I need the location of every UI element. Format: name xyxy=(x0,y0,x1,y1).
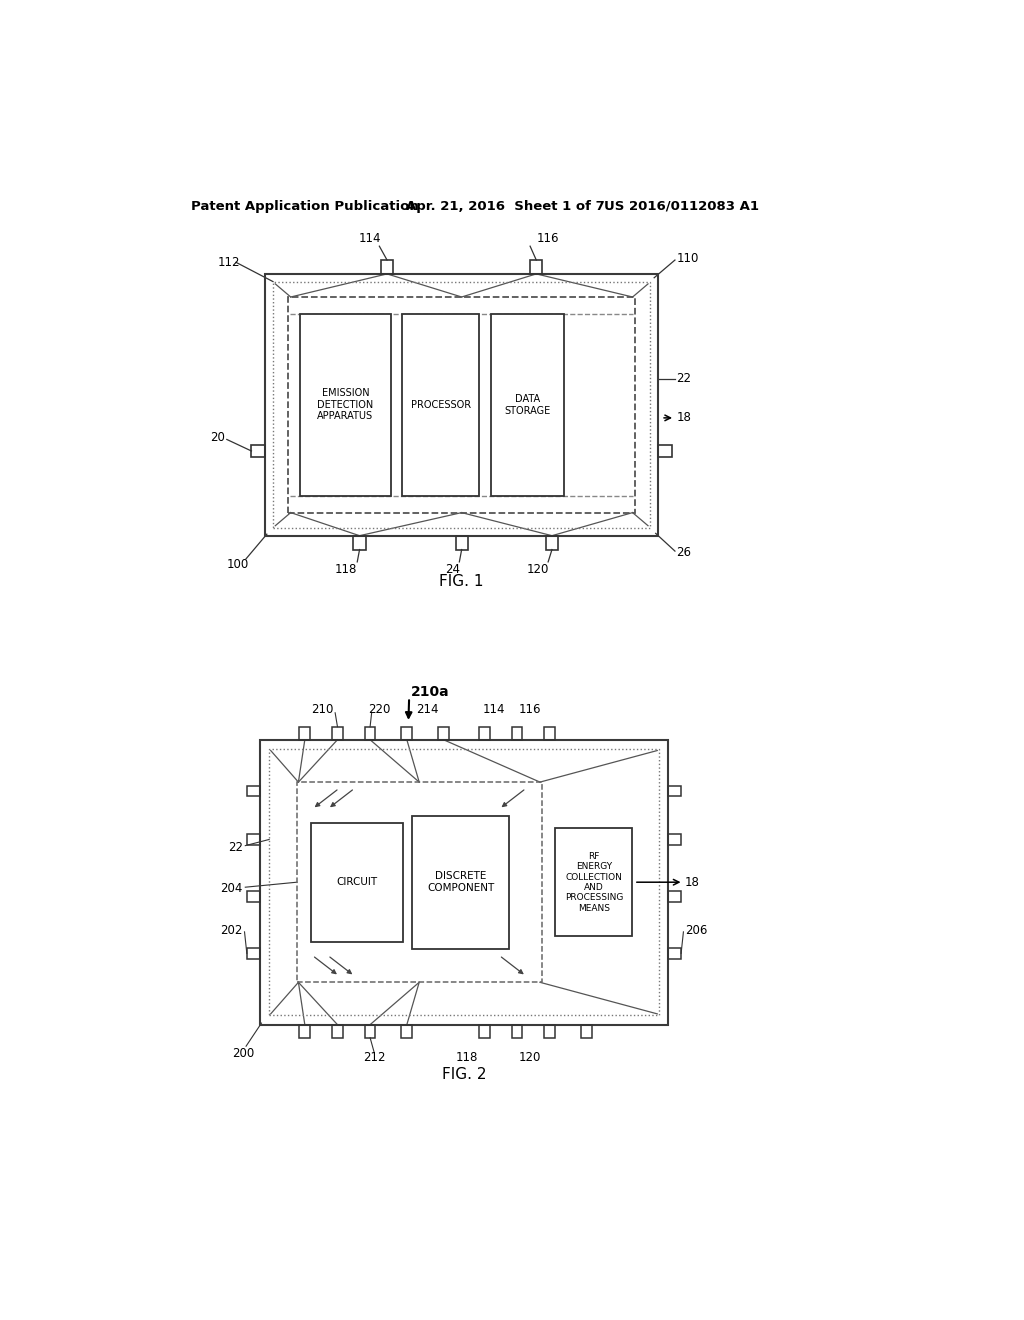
Text: 202: 202 xyxy=(220,924,243,937)
Bar xyxy=(401,726,413,739)
Text: 200: 200 xyxy=(231,1047,254,1060)
Bar xyxy=(365,726,376,739)
Bar xyxy=(247,834,260,845)
Text: 110: 110 xyxy=(677,252,698,265)
Text: 220: 220 xyxy=(369,704,391,717)
Bar xyxy=(289,297,635,512)
Bar xyxy=(273,281,650,528)
Text: 112: 112 xyxy=(217,256,240,269)
Text: RF
ENERGY
COLLECTION
AND
PROCESSING
MEANS: RF ENERGY COLLECTION AND PROCESSING MEAN… xyxy=(564,851,623,912)
Bar xyxy=(299,1024,310,1038)
Text: Patent Application Publication: Patent Application Publication xyxy=(190,199,419,213)
Bar xyxy=(413,816,509,949)
Text: EMISSION
DETECTION
APPARATUS: EMISSION DETECTION APPARATUS xyxy=(317,388,374,421)
Bar xyxy=(269,748,658,1015)
Bar xyxy=(297,781,542,982)
Bar xyxy=(658,445,672,457)
Text: US 2016/0112083 A1: US 2016/0112083 A1 xyxy=(604,199,759,213)
Bar xyxy=(381,260,393,275)
Bar xyxy=(260,739,668,1024)
Text: 206: 206 xyxy=(685,924,708,937)
Text: 22: 22 xyxy=(677,372,691,385)
Text: 118: 118 xyxy=(456,1051,478,1064)
Bar xyxy=(490,314,564,496)
Text: FIG. 2: FIG. 2 xyxy=(441,1067,486,1082)
Text: Apr. 21, 2016  Sheet 1 of 7: Apr. 21, 2016 Sheet 1 of 7 xyxy=(407,199,605,213)
Text: 212: 212 xyxy=(362,1051,385,1064)
Bar xyxy=(512,726,522,739)
Bar xyxy=(668,834,681,845)
Bar xyxy=(401,1024,413,1038)
Text: 214: 214 xyxy=(417,704,439,717)
Text: 18: 18 xyxy=(685,875,699,888)
Bar xyxy=(512,1024,522,1038)
Bar xyxy=(300,314,391,496)
Bar xyxy=(456,536,468,549)
Text: 210a: 210a xyxy=(411,685,450,700)
Bar xyxy=(545,726,555,739)
Text: 100: 100 xyxy=(226,558,249,572)
Bar xyxy=(668,948,681,958)
Bar xyxy=(265,275,658,536)
Text: 114: 114 xyxy=(483,704,505,717)
Bar xyxy=(546,536,558,549)
Bar xyxy=(479,1024,489,1038)
Bar xyxy=(247,948,260,958)
Text: 116: 116 xyxy=(518,704,541,717)
Text: 114: 114 xyxy=(358,232,381,246)
Text: 204: 204 xyxy=(220,882,243,895)
Text: 210: 210 xyxy=(311,704,334,717)
Bar xyxy=(252,445,265,457)
Text: 120: 120 xyxy=(527,564,549,576)
Bar xyxy=(247,785,260,796)
Text: CIRCUIT: CIRCUIT xyxy=(336,878,378,887)
Bar xyxy=(353,536,366,549)
Bar xyxy=(332,726,343,739)
Bar xyxy=(581,1024,592,1038)
Bar xyxy=(545,1024,555,1038)
Bar xyxy=(530,260,543,275)
Bar xyxy=(555,829,633,936)
Text: PROCESSOR: PROCESSOR xyxy=(411,400,471,409)
Text: 120: 120 xyxy=(518,1051,541,1064)
Text: 20: 20 xyxy=(210,430,224,444)
Text: DISCRETE
COMPONENT: DISCRETE COMPONENT xyxy=(427,871,495,894)
Bar xyxy=(402,314,479,496)
Bar xyxy=(310,822,403,942)
Text: 18: 18 xyxy=(677,412,691,425)
Bar xyxy=(438,726,449,739)
Text: 116: 116 xyxy=(537,232,559,246)
Bar xyxy=(668,891,681,902)
Text: 26: 26 xyxy=(677,546,691,560)
Text: 22: 22 xyxy=(228,841,243,854)
Bar xyxy=(247,891,260,902)
Text: DATA
STORAGE: DATA STORAGE xyxy=(505,393,551,416)
Text: 24: 24 xyxy=(444,564,460,576)
Bar xyxy=(299,726,310,739)
Bar xyxy=(668,785,681,796)
Text: 118: 118 xyxy=(335,564,357,576)
Bar xyxy=(332,1024,343,1038)
Text: FIG. 1: FIG. 1 xyxy=(439,574,484,590)
Bar xyxy=(479,726,489,739)
Bar xyxy=(365,1024,376,1038)
